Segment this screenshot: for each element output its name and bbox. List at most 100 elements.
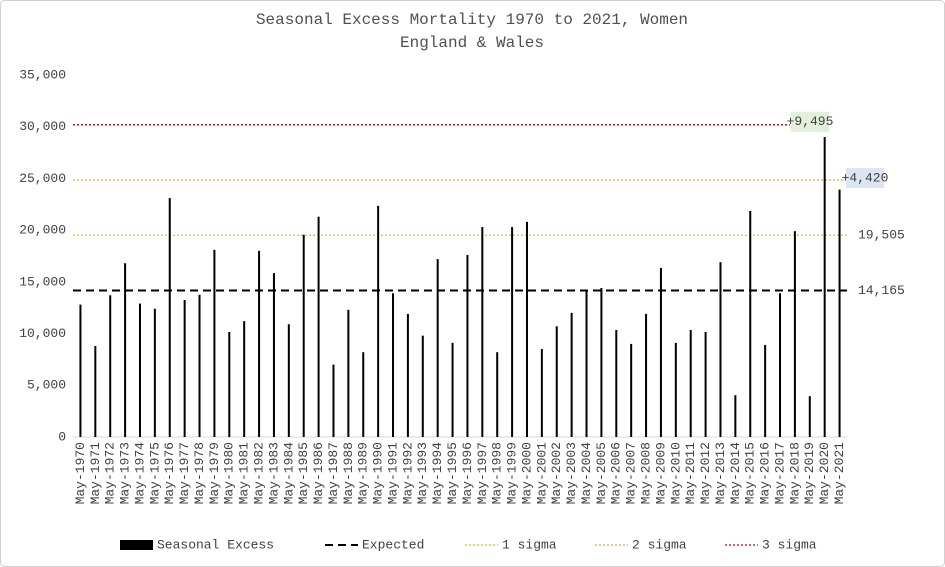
x-tick-label: May-2021 [832, 442, 847, 505]
bar [109, 295, 112, 437]
bar [377, 205, 380, 437]
bar [436, 259, 439, 437]
bar [540, 349, 543, 437]
annotation-box [791, 111, 829, 132]
reference-label: 14,165 [858, 283, 905, 298]
y-tick-label: 0 [58, 429, 66, 444]
x-tick-label: May-1991 [385, 442, 400, 505]
bar [511, 227, 514, 437]
bar [124, 263, 127, 437]
bar [421, 335, 424, 437]
bar [153, 308, 156, 437]
x-tick-label: May-1978 [192, 442, 207, 504]
x-tick-label: May-2003 [564, 442, 579, 504]
bar [258, 250, 261, 437]
x-tick-label: May-1972 [103, 442, 118, 504]
y-tick-label: 5,000 [27, 378, 66, 393]
x-tick-label: May-1980 [222, 442, 237, 504]
legend-label: Seasonal Excess [157, 537, 274, 552]
x-tick-label: May-1994 [430, 442, 445, 505]
x-tick-label: May-2010 [668, 442, 683, 504]
bar [525, 221, 528, 437]
annotation: +9,495 [787, 114, 834, 129]
bar [659, 267, 662, 437]
bar [764, 344, 767, 437]
x-tick-label: May-1996 [460, 442, 475, 504]
bar [496, 352, 499, 437]
x-tick-label: May-2013 [713, 442, 728, 504]
bar [332, 364, 335, 437]
x-tick-label: May-2014 [728, 442, 743, 505]
x-tick-label: May-2018 [787, 442, 802, 504]
x-tick-label: May-1989 [356, 442, 371, 504]
x-tick-label: May-2002 [549, 442, 564, 504]
x-tick-label: May-1993 [415, 442, 430, 504]
x-tick-label: May-1977 [177, 442, 192, 504]
bar [734, 395, 737, 437]
bar [272, 273, 275, 437]
x-tick-label: May-2009 [653, 442, 668, 504]
bar [451, 342, 454, 437]
bar [317, 216, 320, 437]
annotation: +4,420 [842, 170, 889, 185]
x-tick-label: May-2000 [519, 442, 534, 504]
y-tick-label: 20,000 [19, 223, 66, 238]
legend-label: 1 sigma [502, 537, 557, 552]
x-tick-label: May-1985 [296, 442, 311, 504]
bar [793, 231, 796, 437]
bar [392, 293, 395, 437]
x-tick-label: May-1988 [341, 442, 356, 504]
x-tick-label: May-1979 [207, 442, 222, 504]
x-tick-label: May-1983 [266, 442, 281, 504]
x-tick-label: May-2006 [609, 442, 624, 504]
legend-label: 2 sigma [632, 537, 687, 552]
y-tick-label: 15,000 [19, 274, 66, 289]
bar [481, 227, 484, 437]
reference-label: 19,505 [858, 228, 905, 243]
bar [645, 313, 648, 437]
bar [198, 294, 201, 437]
x-tick-label: May-1975 [147, 442, 162, 504]
x-tick-label: May-2019 [802, 442, 817, 504]
bar [779, 293, 782, 437]
bar [138, 303, 141, 437]
bar [749, 211, 752, 437]
y-tick-label: 25,000 [19, 171, 66, 186]
bar [615, 329, 618, 437]
x-tick-label: May-1998 [490, 442, 505, 504]
bar [362, 352, 365, 437]
chart-title: Seasonal Excess Mortality 1970 to 2021, … [256, 11, 688, 29]
x-tick-label: May-1971 [88, 442, 103, 505]
x-tick-label: May-2004 [579, 442, 594, 505]
bar [347, 309, 350, 437]
bar [466, 254, 469, 437]
y-tick-label: 30,000 [19, 119, 66, 134]
bar [630, 343, 633, 437]
x-tick-label: May-1997 [475, 442, 490, 504]
annotation-box [846, 168, 884, 189]
bar [838, 189, 841, 437]
x-tick-label: May-1999 [505, 442, 520, 504]
bar [302, 234, 305, 437]
bar [183, 299, 186, 437]
legend-swatch [120, 540, 153, 550]
x-tick-label: May-2007 [624, 442, 639, 504]
bar [228, 332, 231, 437]
bar [585, 291, 588, 437]
bar [243, 321, 246, 437]
x-tick-label: May-1992 [400, 442, 415, 504]
x-tick-label: May-2016 [758, 442, 773, 504]
x-tick-label: May-2015 [743, 442, 758, 504]
bar [79, 304, 82, 437]
y-tick-label: 35,000 [19, 67, 66, 82]
legend-label: 3 sigma [762, 537, 817, 552]
bar [406, 313, 409, 437]
x-tick-label: May-2012 [698, 442, 713, 504]
bar [94, 345, 97, 437]
legend-label: Expected [362, 537, 424, 552]
bar [674, 342, 677, 437]
x-tick-label: May-1970 [73, 442, 88, 504]
x-tick-label: May-2020 [817, 442, 832, 504]
bar [168, 198, 171, 437]
